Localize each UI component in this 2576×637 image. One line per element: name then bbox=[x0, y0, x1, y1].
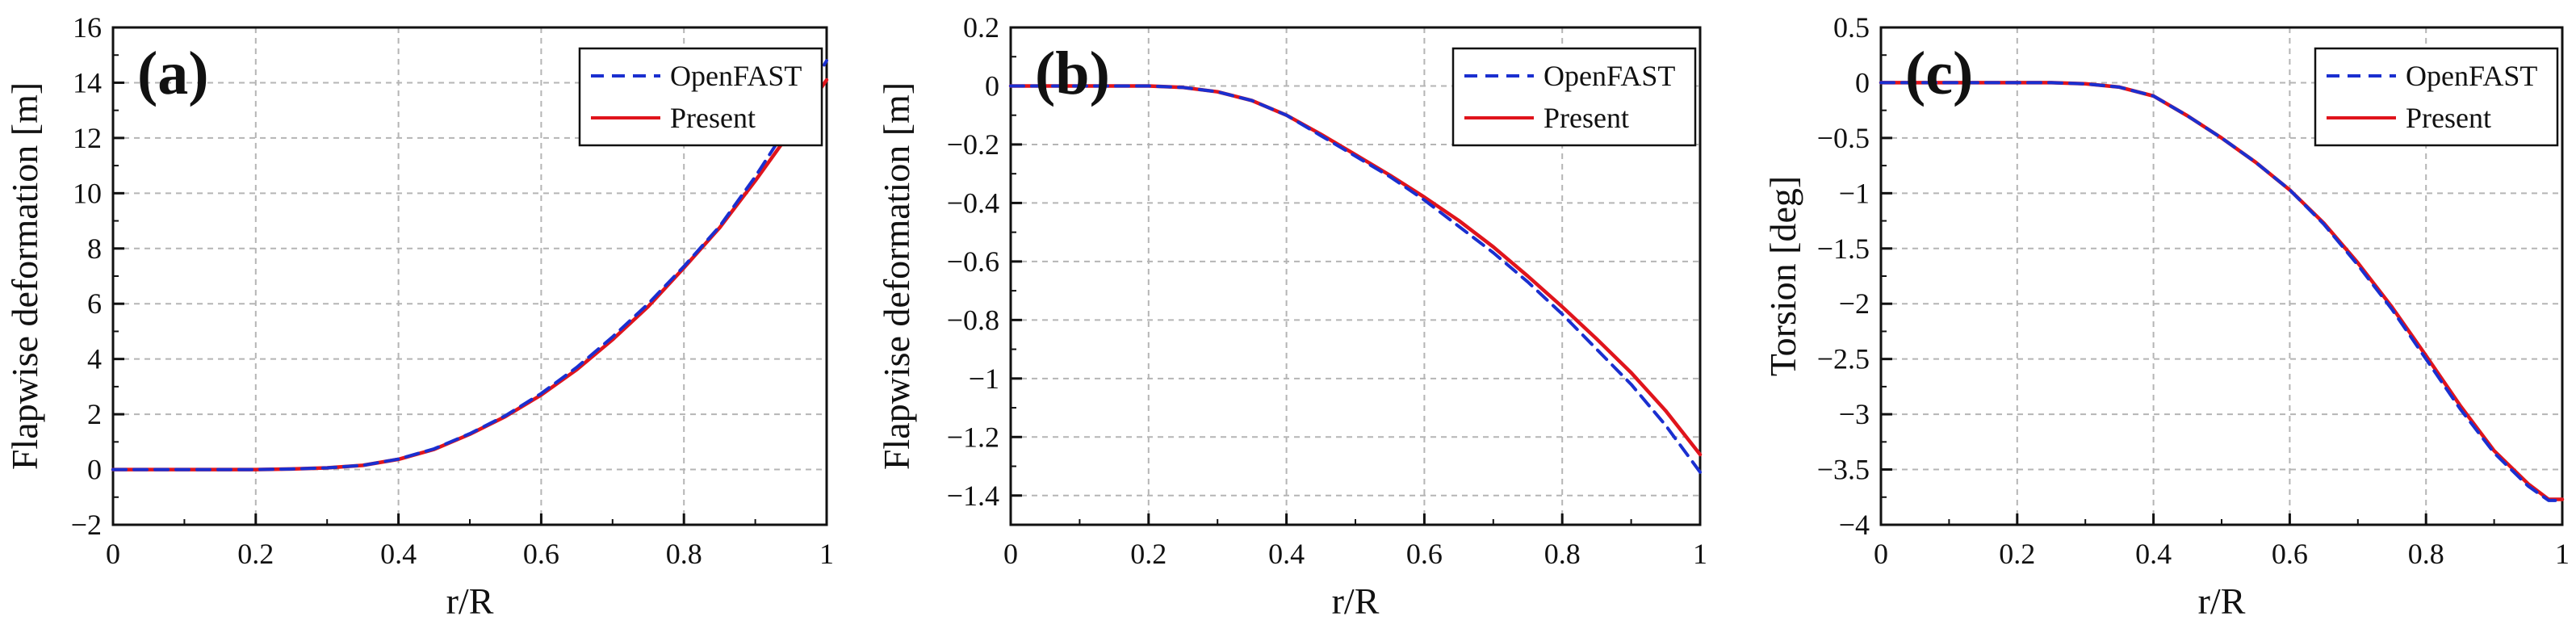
panel-label: (b) bbox=[1035, 40, 1110, 107]
x-tick-label: 0 bbox=[1874, 538, 1888, 570]
y-tick-label: −2 bbox=[1839, 287, 1870, 320]
legend: OpenFAST Present bbox=[2314, 47, 2559, 147]
x-tick-label: 0.8 bbox=[1544, 538, 1581, 570]
x-tick-label: 0.4 bbox=[1268, 538, 1305, 570]
legend-box bbox=[578, 47, 823, 147]
chart-panel-2: 0 0.2 0.4 0.6 0.8 1 −1.4 −1.2 −1 −0.8 −0.6 −0.4 −0.2… bbox=[876, 11, 1707, 622]
panel-label: (c) bbox=[1905, 40, 1973, 107]
y-tick-label: −0.5 bbox=[1817, 122, 1870, 154]
x-tick-label: 0.4 bbox=[380, 538, 417, 570]
y-tick-label: −1.5 bbox=[1817, 233, 1870, 265]
x-axis-label: r/R bbox=[446, 580, 494, 622]
legend-label-openfast: OpenFAST bbox=[2406, 60, 2537, 92]
y-tick-label: −3.5 bbox=[1817, 454, 1870, 486]
x-tick-label: 1 bbox=[2555, 538, 2570, 570]
x-tick-label: 0.2 bbox=[1130, 538, 1167, 570]
y-tick-label: 10 bbox=[73, 177, 102, 209]
y-tick-label: −1 bbox=[969, 363, 999, 395]
y-tick-label: −1.4 bbox=[947, 480, 999, 512]
y-tick-label: 16 bbox=[73, 11, 102, 44]
x-axis-label: r/R bbox=[1332, 580, 1380, 622]
x-tick-label: 0.8 bbox=[2408, 538, 2444, 570]
y-tick-label: 14 bbox=[73, 66, 102, 98]
y-axis-label: Torsion [deg] bbox=[1762, 176, 1803, 376]
x-tick-label: 0.2 bbox=[237, 538, 274, 570]
legend: OpenFAST Present bbox=[1451, 47, 1697, 147]
y-tick-label: 4 bbox=[87, 343, 102, 375]
y-tick-label: 6 bbox=[87, 287, 102, 320]
x-tick-label: 1 bbox=[1693, 538, 1707, 570]
y-tick-label: 0 bbox=[985, 69, 999, 102]
y-tick-label: −0.2 bbox=[947, 128, 999, 161]
legend-box bbox=[2314, 47, 2559, 147]
y-tick-label: −2.5 bbox=[1817, 343, 1870, 375]
legend-label-present: Present bbox=[670, 102, 756, 134]
y-axis-label: Flapwise deformation [m] bbox=[876, 82, 917, 470]
series-line-openfast bbox=[1879, 81, 2564, 502]
x-tick-label: 0.6 bbox=[523, 538, 559, 570]
x-tick-label: 1 bbox=[819, 538, 834, 570]
y-tick-label: −2 bbox=[71, 509, 102, 541]
y-tick-label: −0.8 bbox=[947, 304, 999, 336]
y-tick-label: 12 bbox=[73, 122, 102, 154]
y-tick-label: 2 bbox=[87, 398, 102, 430]
series-line-openfast bbox=[1009, 84, 1702, 474]
x-tick-label: 0 bbox=[106, 538, 120, 570]
x-tick-label: 0.8 bbox=[666, 538, 702, 570]
chart-panel-3: 0 0.2 0.4 0.6 0.8 1 −4 −3.5 −3 −2.5 −2 −1.5 −1 −0.5 0 0… bbox=[1762, 11, 2570, 622]
x-tick-label: 0.6 bbox=[2272, 538, 2308, 570]
y-tick-label: 0 bbox=[87, 454, 102, 486]
y-tick-label: −1.2 bbox=[947, 421, 999, 453]
x-axis-label: r/R bbox=[2198, 580, 2246, 622]
panel-label: (a) bbox=[137, 40, 209, 107]
series-line-openfast bbox=[111, 59, 828, 471]
y-axis-label: Flapwise deformation [m] bbox=[4, 82, 45, 470]
y-tick-label: −4 bbox=[1839, 509, 1870, 541]
legend-label-openfast: OpenFAST bbox=[670, 60, 802, 92]
y-tick-label: −0.6 bbox=[947, 245, 999, 278]
y-tick-label: −1 bbox=[1839, 177, 1870, 209]
y-tick-label: 0.2 bbox=[963, 11, 999, 44]
legend-label-present: Present bbox=[2406, 102, 2491, 134]
legend-label-present: Present bbox=[1544, 102, 1629, 134]
x-tick-label: 0.4 bbox=[2135, 538, 2172, 570]
legend: OpenFAST Present bbox=[578, 47, 823, 147]
y-tick-label: 0.5 bbox=[1833, 11, 1870, 44]
y-tick-label: 0 bbox=[1855, 66, 1870, 98]
y-tick-label: −0.4 bbox=[947, 186, 999, 219]
legend-label-openfast: OpenFAST bbox=[1544, 60, 1675, 92]
x-tick-label: 0.6 bbox=[1406, 538, 1443, 570]
x-tick-label: 0.2 bbox=[1999, 538, 2035, 570]
legend-box bbox=[1451, 47, 1697, 147]
chart-panel-1: 0 0.2 0.4 0.6 0.8 1−20246810121416r/RFlapwise… bbox=[4, 11, 834, 622]
y-tick-label: 8 bbox=[87, 233, 102, 265]
x-tick-label: 0 bbox=[1003, 538, 1018, 570]
y-tick-label: −3 bbox=[1839, 398, 1870, 430]
